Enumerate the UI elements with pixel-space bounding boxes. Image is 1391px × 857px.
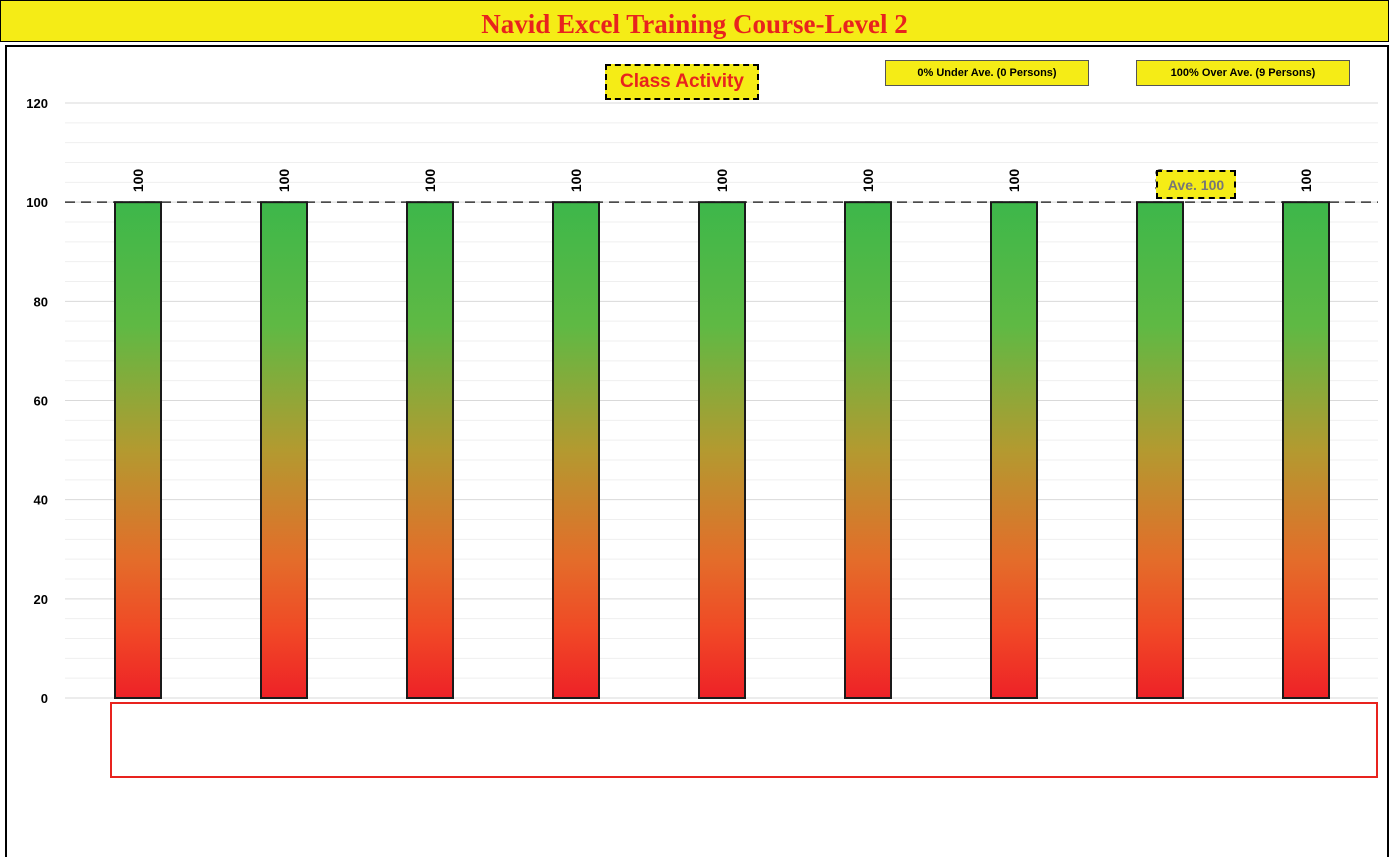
- data-label: 100: [130, 169, 146, 193]
- over-average-badge: 100% Over Ave. (9 Persons): [1136, 60, 1350, 86]
- bar: [844, 201, 892, 700]
- under-average-badge: 0% Under Ave. (0 Persons): [885, 60, 1089, 86]
- category-names-box: [110, 702, 1378, 778]
- bar: [990, 201, 1038, 700]
- data-label: 100: [422, 169, 438, 193]
- data-label: 100: [1298, 169, 1314, 193]
- bar: [698, 201, 746, 700]
- data-label: 100: [568, 169, 584, 193]
- bar: [406, 201, 454, 700]
- bar: [260, 201, 308, 700]
- y-tick-label: 0: [41, 691, 48, 706]
- y-tick-label: 80: [34, 294, 48, 309]
- y-tick-label: 20: [34, 592, 48, 607]
- page-title: Navid Excel Training Course-Level 2: [481, 8, 908, 39]
- y-tick-label: 120: [26, 96, 48, 111]
- bar: [1136, 201, 1184, 700]
- y-tick-label: 100: [26, 195, 48, 210]
- bar: [114, 201, 162, 700]
- data-labels: 100100100100100100100100100: [130, 169, 1314, 193]
- average-label: Ave. 100: [1156, 170, 1236, 199]
- y-axis: 0 20 40 60 80 100 120: [26, 96, 48, 706]
- y-tick-label: 60: [34, 394, 48, 409]
- data-label: 100: [1006, 169, 1022, 193]
- data-label: 100: [714, 169, 730, 193]
- chart-title: Class Activity: [605, 64, 759, 100]
- data-label: 100: [276, 169, 292, 193]
- y-tick-label: 40: [34, 493, 48, 508]
- bar: [552, 201, 600, 700]
- bars: [114, 201, 1330, 700]
- data-label: 100: [860, 169, 876, 193]
- bar: [1282, 201, 1330, 700]
- header-banner: Navid Excel Training Course-Level 2: [0, 0, 1389, 42]
